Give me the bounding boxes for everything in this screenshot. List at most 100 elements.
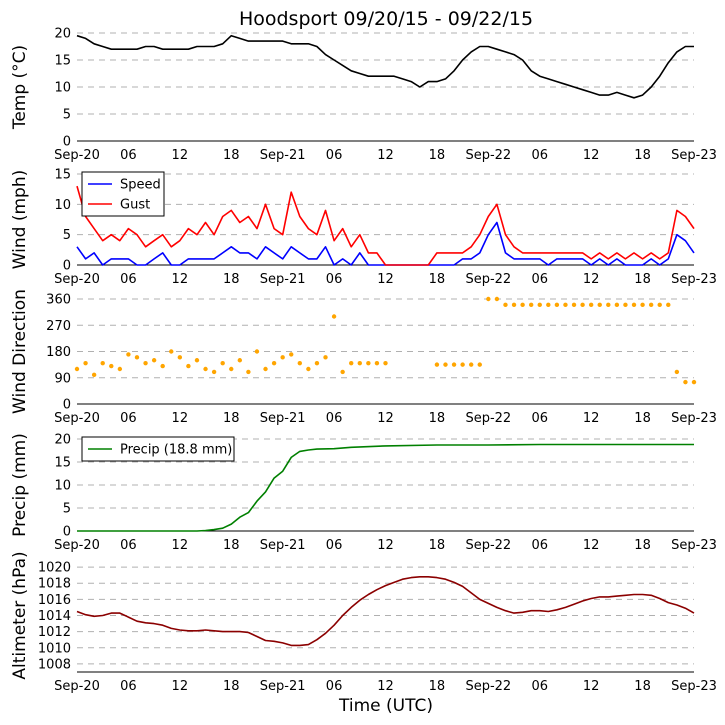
y-tick-label: 90 (54, 371, 71, 386)
legend-box (81, 171, 165, 217)
panel-temperature: 0 5 10 15 20 Sep-20 06 12 18 Sep-21 06 12 18 Sep-22 06… (10, 27, 717, 164)
y-tick-label: 1016 (38, 593, 71, 608)
direction-point (220, 360, 225, 366)
y-tick-label: 15 (54, 54, 71, 69)
x-tick-label: 12 (172, 148, 189, 163)
direction-point (263, 366, 268, 372)
x-tick-label: Sep-23 (671, 538, 717, 553)
x-tick-label: Sep-23 (671, 679, 717, 694)
direction-point (494, 296, 500, 302)
direction-point (151, 358, 157, 363)
x-tick-label: 12 (172, 411, 189, 426)
x-tick-label: 12 (583, 272, 600, 287)
direction-point (109, 363, 114, 369)
y-tick-label: 1010 (38, 641, 71, 656)
direction-point (614, 302, 620, 308)
y-tick-label: 5 (63, 502, 71, 517)
direction-point (186, 363, 191, 369)
direction-point (666, 302, 671, 308)
direction-point (657, 302, 662, 308)
direction-point (520, 302, 525, 308)
direction-point (254, 349, 260, 354)
direction-point (674, 369, 680, 375)
x-tick-label: 06 (326, 538, 343, 553)
x-tick-label: 06 (120, 272, 137, 287)
y-axis-label: Temp (°C) (10, 45, 30, 130)
y-tick-label: 10 (54, 81, 71, 96)
x-tick-label: Sep-22 (465, 538, 511, 553)
direction-point (546, 302, 551, 308)
x-tick-label: Sep-22 (465, 148, 511, 163)
legend: Speed Gust (81, 171, 165, 217)
y-tick-label: 0 (63, 525, 71, 540)
direction-point (83, 360, 88, 366)
direction-point (580, 302, 585, 308)
y-tick-label: 0 (63, 398, 71, 413)
y-tick-label: 5 (63, 108, 71, 123)
x-tick-label: 06 (531, 411, 548, 426)
x-tick-label: 18 (634, 411, 651, 426)
direction-point (383, 360, 388, 366)
direction-point (237, 358, 243, 363)
direction-point (314, 360, 320, 366)
x-tick-label: 18 (429, 538, 446, 553)
direction-point (169, 349, 174, 354)
x-tick-label: 18 (223, 538, 240, 553)
direction-point (460, 362, 465, 367)
x-tick-label: 06 (120, 679, 137, 694)
direction-point (74, 366, 80, 372)
panel-wind-direction: 0 90 180 270 360 Sep-20 06 12 18 Sep-21 06 12 18 Sep-… (10, 289, 717, 426)
direction-point (280, 355, 285, 360)
x-tick-label: Sep-23 (671, 148, 717, 163)
direction-point (588, 302, 594, 308)
direction-point (331, 314, 337, 319)
x-tick-label: Sep-23 (671, 272, 717, 287)
x-tick-label: Sep-21 (260, 411, 306, 426)
x-tick-label: 06 (531, 148, 548, 163)
x-tick-label: 12 (583, 538, 600, 553)
direction-point (511, 302, 517, 308)
direction-point (91, 372, 97, 378)
direction-point (126, 352, 131, 357)
direction-point (289, 352, 294, 357)
x-tick-label: 12 (172, 272, 189, 287)
panel-wind: 0 5 10 15 Sep-20 06 12 18 Sep-21 06 12 18 Sep-22 06 12… (10, 168, 717, 288)
x-tick-label: Sep-20 (54, 538, 100, 553)
x-tick-label: 06 (531, 538, 548, 553)
x-tick-label: 18 (223, 148, 240, 163)
direction-point (246, 369, 251, 375)
direction-point (486, 296, 491, 302)
x-tick-label: 12 (583, 411, 600, 426)
y-tick-label: 20 (54, 27, 71, 42)
direction-point (631, 302, 637, 308)
y-tick-label: 1014 (38, 609, 71, 624)
x-tick-label: 06 (326, 148, 343, 163)
series-line-gust (76, 185, 695, 266)
x-tick-label: Sep-21 (260, 538, 306, 553)
direction-point (117, 366, 123, 372)
x-tick-label: Sep-23 (671, 411, 717, 426)
x-tick-label: 06 (326, 272, 343, 287)
direction-point (468, 362, 474, 367)
direction-point (623, 302, 628, 308)
legend-entry: Speed (120, 178, 161, 193)
panel-precip: 0 5 10 15 20 Sep-20 06 12 18 Sep-21 06 12 18 Sep-22 06… (10, 433, 717, 554)
y-tick-label: 15 (54, 456, 71, 471)
series-line-precip-18-8-mm (77, 443, 694, 532)
x-tick-label: 12 (583, 679, 600, 694)
x-tick-label: 18 (429, 272, 446, 287)
direction-point (194, 358, 200, 363)
direction-point (640, 302, 645, 308)
chart-title: Hoodsport 09/20/15 - 09/22/15 (239, 8, 533, 30)
x-tick-label: 18 (223, 272, 240, 287)
direction-point (443, 362, 448, 367)
x-tick-label: 06 (120, 538, 137, 553)
direction-point (229, 366, 234, 372)
direction-point (306, 366, 311, 372)
legend: Precip (18.8 mm) (81, 436, 235, 462)
x-tick-label: Sep-21 (260, 148, 306, 163)
direction-point (211, 369, 217, 375)
direction-point (683, 379, 688, 385)
direction-point (691, 379, 697, 385)
x-tick-label: 12 (172, 538, 189, 553)
